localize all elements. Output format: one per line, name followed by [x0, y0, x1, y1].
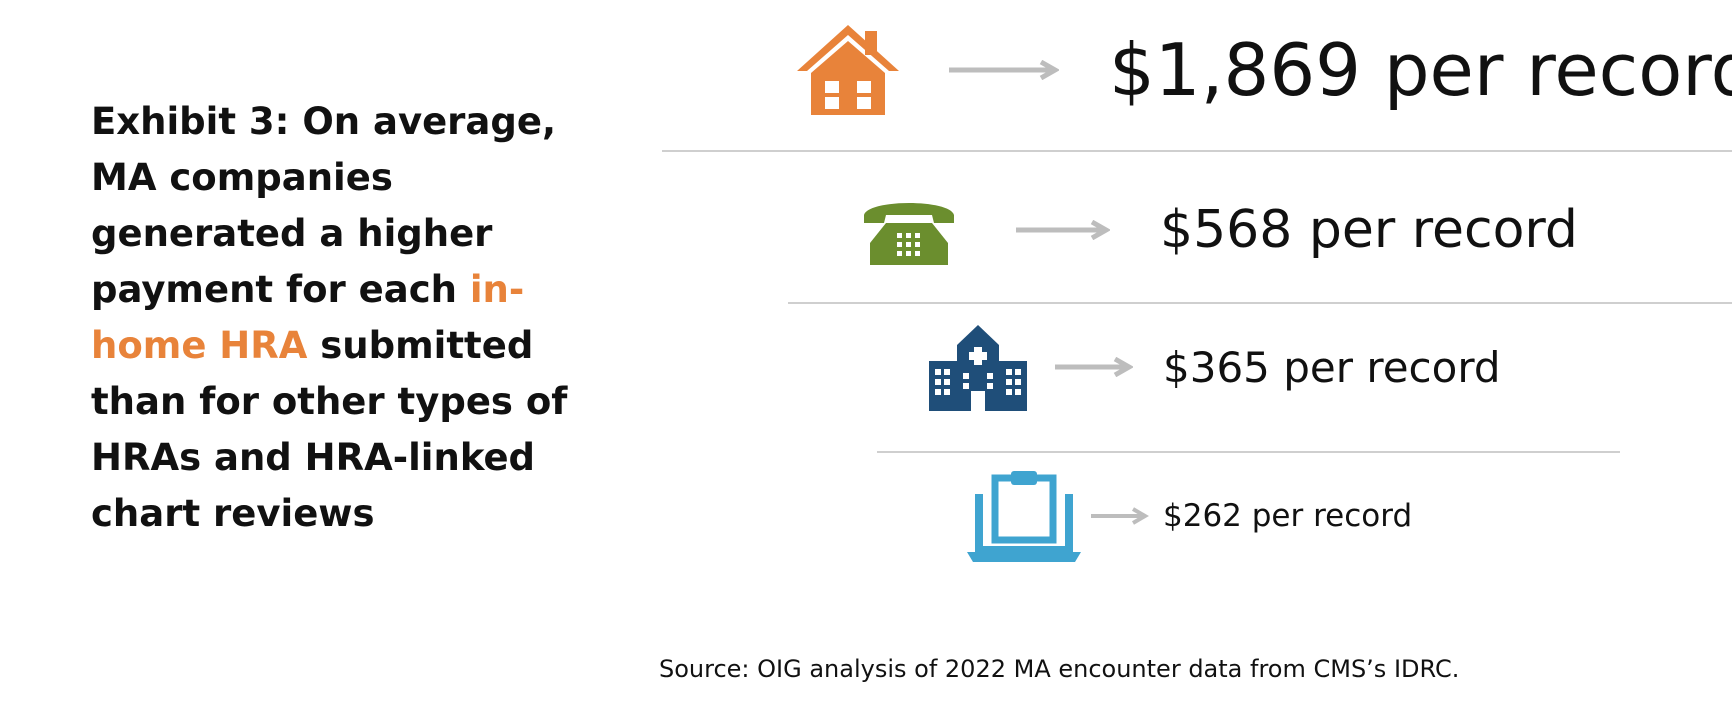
arrow-icon: [1016, 220, 1110, 240]
row-in-home-hra: $1,869 per record: [795, 20, 1732, 120]
hospital-icon: [929, 325, 1027, 411]
telephone-icon: [864, 203, 954, 265]
arrow-icon: [949, 60, 1059, 80]
value-label: $1,869 per record: [1109, 28, 1732, 112]
arrow-icon: [1055, 357, 1133, 377]
headline-text-end: submitted than for other types of HRAs a…: [91, 324, 568, 535]
row-telephone-hra: $568 per record: [860, 190, 1578, 270]
arrow-icon: [1091, 507, 1149, 525]
value-label: $568 per record: [1160, 200, 1578, 260]
laptop-clipboard-icon: [967, 471, 1081, 562]
divider: [788, 302, 1732, 304]
source-note: Source: OIG analysis of 2022 MA encounte…: [659, 655, 1460, 683]
house-icon: [797, 25, 899, 115]
headline-text: Exhibit 3: On average, MA companies gene…: [91, 100, 557, 311]
row-facility-hra: $365 per record: [927, 322, 1501, 412]
headline-highlight: in-home HRA: [91, 268, 525, 367]
value-label: $262 per record: [1163, 498, 1413, 534]
divider: [877, 451, 1620, 453]
row-chart-review: $262 per record: [965, 468, 1412, 564]
value-label: $365 per record: [1163, 342, 1501, 392]
divider: [662, 150, 1732, 152]
exhibit-headline: Exhibit 3: On average, MA companies gene…: [91, 94, 611, 542]
